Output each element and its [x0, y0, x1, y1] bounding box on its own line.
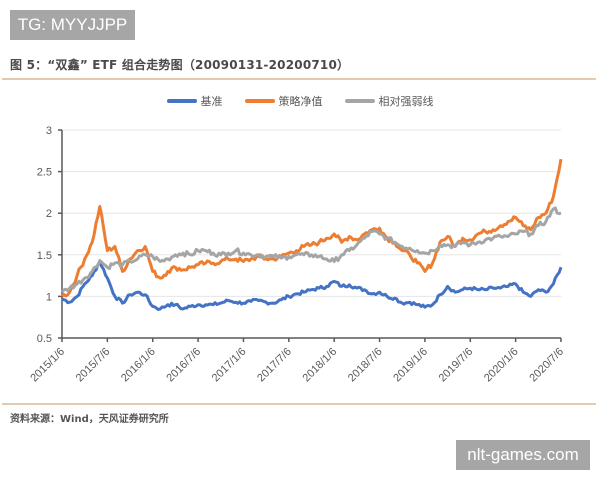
title-divider	[2, 78, 596, 80]
legend-item-strategy: 策略净值	[244, 93, 323, 109]
x-tick-label: 2017/1/6	[210, 346, 249, 385]
x-tick-label: 2019/1/6	[391, 346, 430, 385]
y-tick-label: 1.5	[37, 250, 52, 262]
legend-label-relative: 相对强弱线	[378, 95, 434, 108]
y-axis: 0.5 1 1.5 2 2.5 3	[37, 125, 63, 345]
source-note: 资料来源：Wind，天风证券研究所	[10, 414, 169, 425]
watermark-top: TG: MYYJJPP	[10, 10, 135, 40]
chart-legend: 基准 策略净值 相对强弱线	[0, 93, 600, 109]
x-tick-label: 2016/7/6	[164, 346, 203, 385]
line-chart: 0.511.522.53 2015/1/6 2015/7/6 2016/1/6 201…	[28, 125, 566, 385]
x-tick-label: 2018/7/6	[346, 346, 385, 385]
x-tick-label: 2016/1/6	[119, 346, 158, 385]
x-tick-label: 2017/7/6	[255, 346, 294, 385]
x-axis: 2015/1/6 2015/7/6 2016/1/6 2016/7/6 2017/1/6…	[28, 337, 566, 385]
legend-label-strategy: 策略净值	[278, 95, 323, 108]
series-line-benchmark	[61, 260, 563, 311]
source-divider	[2, 403, 596, 405]
x-tick-label: 2015/1/6	[28, 346, 67, 385]
legend-item-benchmark: 基准	[166, 93, 223, 109]
x-tick-label: 2018/1/6	[301, 346, 340, 385]
y-tick-label: 1	[46, 291, 52, 303]
legend-swatch-strategy	[244, 99, 275, 103]
y-tick-label: 0.5	[37, 333, 52, 345]
y-tick-label: 3	[46, 125, 52, 137]
x-tick-label: 2015/7/6	[74, 346, 113, 385]
watermark-bottom: nlt-games.com	[456, 440, 590, 470]
data-series	[60, 158, 563, 311]
series-line-relative	[60, 206, 562, 294]
x-tick-label: 2020/1/6	[482, 346, 521, 385]
y-tick-label: 2	[46, 208, 52, 220]
figure-title: 图 5：“双鑫” ETF 组合走势图（20090131-20200710）	[10, 58, 350, 72]
y-tick-label: 2.5	[37, 167, 52, 179]
series-line-strategy	[60, 158, 563, 298]
gridlines	[62, 129, 561, 297]
legend-swatch-relative	[344, 99, 375, 103]
x-tick-label: 2019/7/6	[437, 346, 476, 385]
legend-swatch-benchmark	[166, 99, 197, 103]
legend-item-relative: 相对强弱线	[344, 93, 434, 109]
x-tick-label: 2020/7/6	[527, 346, 566, 385]
legend-label-benchmark: 基准	[200, 95, 223, 108]
